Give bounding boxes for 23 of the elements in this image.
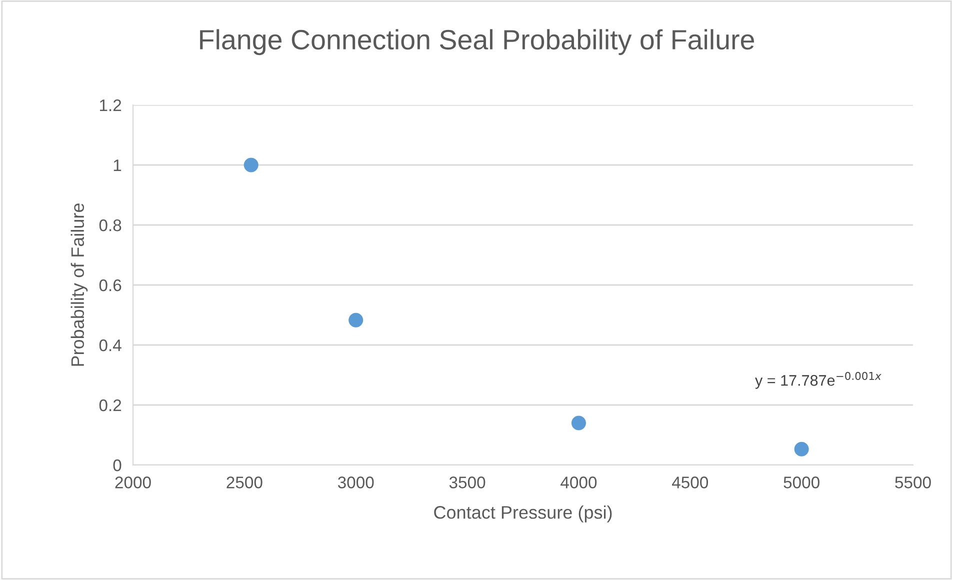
x-tick-label: 5500 <box>895 476 931 488</box>
point <box>794 442 809 456</box>
y-tick-label: 0.2 <box>99 399 122 412</box>
x-tick-label: 2000 <box>115 476 151 488</box>
y-tick-label: 1.2 <box>100 99 122 112</box>
y-tick-label: 1 <box>114 160 122 172</box>
point <box>244 158 258 172</box>
chart-title: Flange Connection Seal Probability of Failure <box>200 29 754 56</box>
x-tick-label: 4000 <box>560 476 597 488</box>
x-tick-label: 5000 <box>784 476 820 488</box>
point <box>571 416 586 430</box>
x-tick-label: 4500 <box>672 476 708 488</box>
x-axis-title: Contact Pressure (psi) <box>434 506 612 522</box>
y-axis-title: Probability of Failure <box>70 204 88 366</box>
y-tick-label: 0.6 <box>99 279 122 292</box>
y-tick-label: 0 <box>113 459 122 472</box>
x-tick-label: 3000 <box>338 476 374 488</box>
x-tick-label: 2500 <box>226 476 262 488</box>
point <box>348 312 364 328</box>
y-tick-label: 0.8 <box>99 219 122 232</box>
x-tick-label: 3500 <box>449 476 486 488</box>
y-tick-label: 0.4 <box>99 339 122 352</box>
annotation: y = 17.787e$^{−0.001x}$ <box>755 372 882 389</box>
